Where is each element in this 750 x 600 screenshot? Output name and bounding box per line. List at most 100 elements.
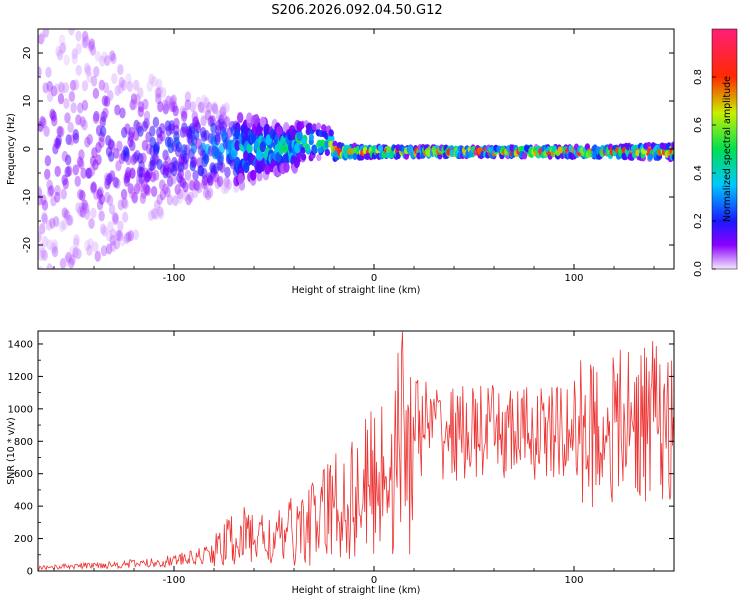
spectrogram-cell [189, 101, 196, 113]
spectrogram-cell [152, 209, 160, 221]
spectrogram-cell [243, 162, 250, 174]
spectrogram-cell [389, 151, 395, 159]
spectrogram-cell [92, 113, 100, 125]
spectrogram-cell [103, 96, 111, 108]
y-tick-label: 600 [14, 469, 33, 480]
spectrogram-cell [162, 164, 170, 176]
spectrogram-cell [59, 257, 67, 269]
spectrogram-cell [81, 30, 89, 42]
spectrogram-cell [202, 187, 210, 199]
spectrogram-cell [79, 116, 86, 128]
spectrogram-cell [81, 99, 89, 111]
spectrogram-cell [86, 133, 94, 145]
spectrogram-cell [83, 35, 90, 47]
spectrogram-cell [117, 220, 124, 232]
spectrogram-cell [112, 176, 119, 188]
spectrogram-cell [58, 220, 66, 232]
spectrogram-cell [73, 234, 80, 246]
spectrogram-cell [65, 214, 73, 226]
y-tick-label: 400 [14, 502, 33, 513]
spectrogram-cell [58, 126, 65, 138]
spectrogram-cell [81, 37, 89, 49]
spectrogram-cell [71, 48, 78, 60]
y-tick-label: 0 [22, 146, 33, 152]
spectrogram-cell [57, 93, 65, 105]
spectrogram-cell [153, 199, 161, 211]
spectrogram-cell [61, 174, 68, 186]
spectrogram-cell [113, 147, 120, 159]
y-tick-label: -20 [22, 237, 33, 253]
spectrogram-cell [296, 130, 303, 142]
spectrogram-cell [115, 230, 122, 242]
spectrogram-cell [75, 30, 82, 42]
spectrogram-cell [117, 82, 124, 94]
spectrogram-cell [42, 82, 49, 94]
colorbar-ticks: 0.0 0.2 0.4 0.6 0.8 [693, 69, 716, 277]
spectrogram-cell [201, 167, 208, 179]
spectrogram-cell [149, 125, 156, 137]
spectrogram-cell [92, 87, 100, 99]
spectrogram-cell [191, 156, 198, 168]
spectrogram-cell [143, 183, 150, 195]
spectrogram-cell [109, 140, 116, 152]
spectrogram-cell [38, 16, 44, 27]
spectrogram-cell [189, 180, 196, 192]
spectrogram-cell [65, 251, 72, 263]
spectrogram-cell [45, 66, 52, 78]
spectrogram-cell [159, 87, 167, 99]
spectrogram-cell [41, 249, 48, 261]
spectrogram-cell [92, 159, 99, 171]
spectrogram-cell [217, 151, 224, 163]
spectrogram-cell [557, 146, 563, 154]
spectrogram-cell [170, 173, 177, 185]
y-tick-label: 800 [14, 437, 33, 448]
spectrogram-cell [234, 128, 241, 140]
spectrogram-cell [234, 139, 241, 151]
spectrogram-cell [156, 194, 163, 206]
spectrogram-cell [68, 257, 75, 269]
spectrogram-cell [38, 187, 43, 199]
spectrogram-cell [150, 76, 158, 88]
spectrogram-cell [109, 234, 116, 246]
colorbar-frame [711, 28, 738, 270]
spectrogram-cell [92, 241, 99, 253]
spectrogram-cell [54, 165, 61, 177]
spectrogram-cell [172, 105, 179, 117]
spectrogram-y-ticks: -20 -10 0 10 20 [22, 47, 674, 253]
spectrogram-cell [161, 99, 169, 111]
spectrogram-cell [176, 193, 183, 205]
spectrogram-cell [137, 87, 144, 99]
spectrogram-cell [75, 248, 82, 260]
spectrogram-cell [90, 75, 98, 87]
spectrogram-cell [48, 185, 55, 197]
spectrogram-cell [88, 165, 96, 177]
spectrogram-cell [55, 45, 62, 57]
spectrogram-cell [80, 167, 87, 179]
spectrogram-cell [172, 195, 179, 207]
spectrogram-cell [214, 134, 221, 146]
spectrogram-cell [63, 209, 71, 221]
spectrogram-cell [185, 194, 192, 206]
spectrogram-cell [174, 184, 181, 196]
spectrogram-cell [101, 95, 109, 107]
spectrogram-cell [206, 172, 213, 184]
spectrogram-cell [43, 17, 49, 28]
spectrogram-cell [144, 171, 152, 183]
spectrogram-cell [220, 112, 228, 124]
spectrogram-cell [119, 235, 126, 247]
spectrogram-cell [159, 123, 166, 135]
spectrogram-cell [129, 99, 136, 111]
spectrogram-cell [96, 188, 103, 200]
spectrogram-cell [72, 132, 80, 144]
spectrogram-cell [52, 268, 55, 269]
spectrogram-cell [181, 107, 188, 119]
spectrogram-cell [219, 106, 226, 118]
spectrogram-cell [194, 180, 201, 192]
spectrogram-cell [89, 44, 97, 56]
spectrogram-cell [59, 42, 66, 54]
spectrogram-cell [155, 93, 162, 105]
spectrogram-cell [97, 186, 104, 198]
spectrogram-cell [89, 155, 97, 167]
spectrogram-cell [166, 176, 174, 188]
spectrogram-cell [123, 232, 130, 244]
